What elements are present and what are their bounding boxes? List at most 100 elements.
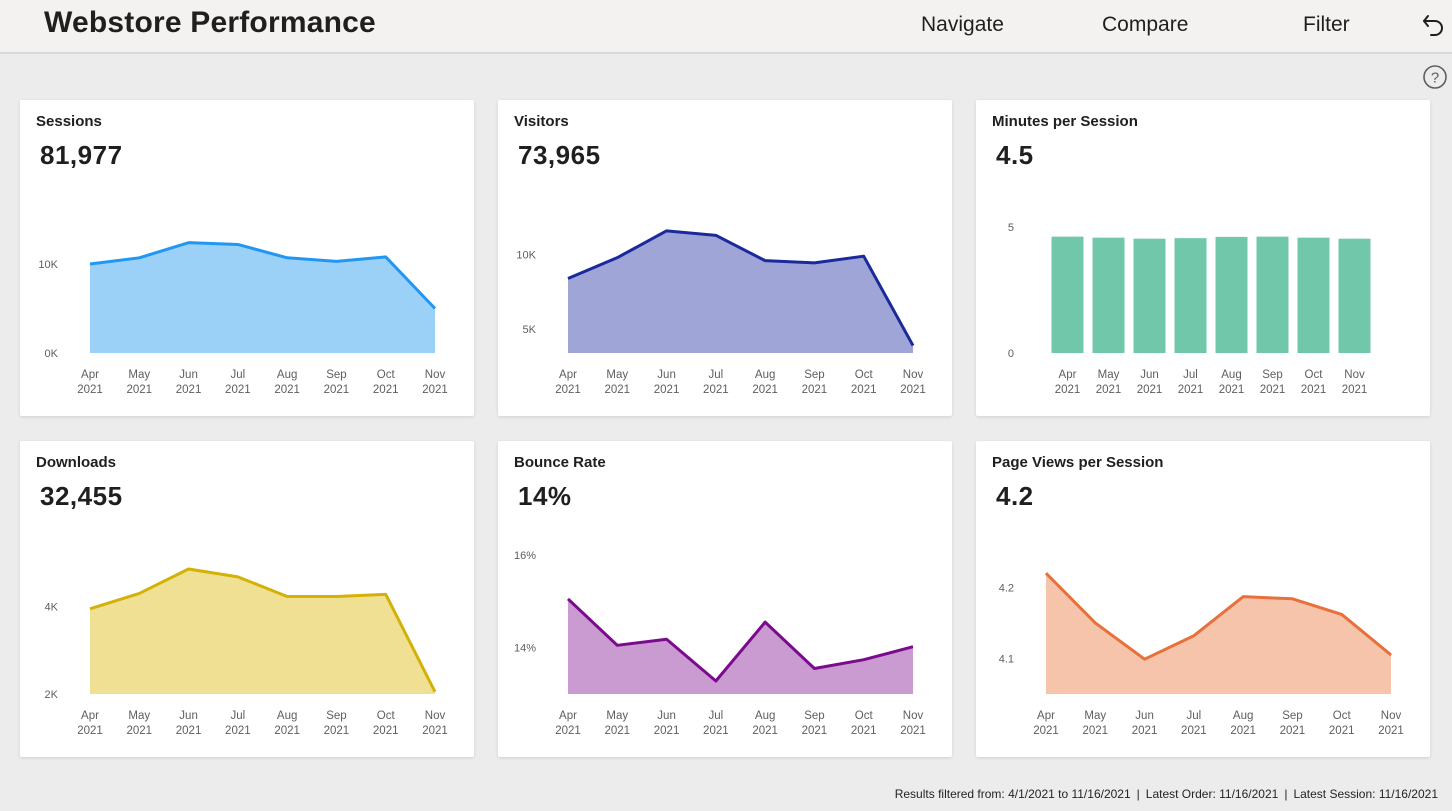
y-tick-label: 10K (38, 259, 58, 271)
x-tick-label: Jun 2021 (1132, 710, 1158, 737)
latest-order-text: Latest Order: 11/16/2021 (1145, 787, 1279, 801)
area-fill (568, 598, 913, 694)
x-tick-label: Jul 2021 (225, 710, 251, 737)
x-tick-label: Sep 2021 (324, 710, 350, 737)
x-tick-label: Jul 2021 (703, 710, 729, 737)
bar (1174, 238, 1207, 353)
y-tick-label: 14% (514, 643, 536, 655)
separator: | (1284, 787, 1288, 801)
navigate-button[interactable]: Navigate (921, 13, 1004, 36)
x-tick-label: Jul 2021 (1181, 710, 1207, 737)
help-icon[interactable]: ? (1422, 64, 1448, 90)
card-value: 14% (518, 481, 572, 511)
x-tick-label: Aug 2021 (1230, 710, 1256, 737)
bar (1051, 236, 1084, 353)
x-tick-label: Sep 2021 (1260, 369, 1286, 396)
separator: | (1136, 787, 1140, 801)
x-tick-label: Apr 2021 (1033, 710, 1059, 737)
visitors-chart: 5K 10K Apr 2021 May 2021 Jun 2021 Jul 2021 Aug 2021… (516, 229, 926, 396)
x-tick-label: Nov 2021 (1378, 710, 1404, 737)
filter-range-text: Results filtered from: 4/1/2021 to 11/16… (894, 787, 1131, 801)
bar (1338, 238, 1371, 353)
bar (1297, 237, 1330, 353)
latest-session-text: Latest Session: 11/16/2021 (1293, 787, 1438, 801)
x-tick-label: Jun 2021 (654, 710, 680, 737)
y-tick-label: 4K (45, 602, 59, 614)
area-fill (90, 242, 435, 353)
x-tick-label: May 2021 (126, 710, 152, 737)
x-tick-label: Apr 2021 (1055, 369, 1081, 396)
x-tick-label: Oct 2021 (851, 710, 877, 737)
bar (1215, 236, 1248, 353)
series-line (1044, 572, 1392, 661)
card-value: 4.5 (996, 140, 1034, 170)
status-footer: Results filtered from: 4/1/2021 to 11/16… (895, 787, 1438, 801)
x-tick-label: Aug 2021 (1219, 369, 1245, 396)
card-title: Page Views per Session (992, 454, 1164, 471)
series-line (566, 597, 914, 683)
minutes-per-session-card[interactable]: Minutes per Session 4.5 0 5 Apr 2021 May 2021… (976, 100, 1430, 416)
x-tick-label: Nov 2021 (1342, 369, 1368, 396)
filter-button[interactable]: Filter (1303, 13, 1350, 36)
x-tick-label: May 2021 (1082, 710, 1108, 737)
x-tick-label: Oct 2021 (373, 369, 399, 396)
card-value: 73,965 (518, 140, 601, 170)
page-title: Webstore Performance (44, 6, 376, 39)
x-tick-label: Jun 2021 (176, 369, 202, 396)
bounce-rate-card[interactable]: Bounce Rate 14% 14% 16% Apr 2021 May 2021 Jun 2… (498, 441, 952, 757)
y-tick-label: 10K (516, 250, 536, 262)
x-tick-label: Oct 2021 (1329, 710, 1355, 737)
area-fill (90, 568, 435, 694)
y-tick-label: 16% (514, 550, 536, 562)
series-line (567, 229, 915, 347)
card-value: 4.2 (996, 481, 1034, 511)
x-tick-label: May 2021 (1096, 369, 1122, 396)
y-tick-label: 4.1 (999, 653, 1014, 665)
bounce-rate-chart: 14% 16% Apr 2021 May 2021 Jun 2021 Jul 2021 Aug 202… (514, 550, 926, 737)
x-tick-label: Jul 2021 (225, 369, 251, 396)
x-tick-label: Sep 2021 (802, 369, 828, 396)
bar (1133, 238, 1166, 353)
x-tick-label: Sep 2021 (802, 710, 828, 737)
page-views-per-session-chart: 4.1 4.2 Apr 2021 May 2021 Jun 2021 Jul 2021 Aug 202… (999, 572, 1404, 737)
x-tick-label: Apr 2021 (555, 710, 581, 737)
y-tick-label: 4.2 (999, 582, 1014, 594)
x-tick-label: Aug 2021 (752, 369, 778, 396)
area-fill (1046, 573, 1391, 694)
downloads-chart: 2K 4K Apr 2021 May 2021 Jun 2021 Jul 2021 Aug 2021 S… (45, 567, 448, 737)
x-tick-label: Jun 2021 (176, 710, 202, 737)
series-line (89, 241, 437, 310)
x-tick-label: Aug 2021 (274, 710, 300, 737)
x-tick-label: Jun 2021 (654, 369, 680, 396)
x-tick-label: Apr 2021 (77, 710, 103, 737)
x-tick-label: Nov 2021 (900, 710, 926, 737)
card-title: Sessions (36, 113, 102, 130)
y-tick-label: 0 (1008, 348, 1014, 360)
x-tick-label: Aug 2021 (274, 369, 300, 396)
compare-button[interactable]: Compare (1102, 13, 1189, 36)
bar (1256, 236, 1289, 353)
x-tick-label: Jul 2021 (1178, 369, 1204, 396)
minutes-per-session-chart: 0 5 Apr 2021 May 2021 Jun 2021 Jul 2021 Aug 2021 Sep… (1008, 222, 1371, 396)
x-tick-label: May 2021 (604, 710, 630, 737)
visitors-card[interactable]: Visitors 73,965 5K 10K Apr 2021 May 2021 Jun 20… (498, 100, 952, 416)
card-title: Visitors (514, 113, 569, 130)
card-value: 32,455 (40, 481, 123, 511)
x-tick-label: Oct 2021 (1301, 369, 1327, 396)
sessions-card[interactable]: Sessions 81,977 0K 10K Apr 2021 May 2021 Jun 20… (20, 100, 474, 416)
card-value: 81,977 (40, 140, 123, 170)
x-tick-label: May 2021 (604, 369, 630, 396)
x-tick-label: Nov 2021 (422, 369, 448, 396)
x-tick-label: Aug 2021 (752, 710, 778, 737)
x-tick-label: Apr 2021 (555, 369, 581, 396)
svg-text:?: ? (1431, 70, 1439, 87)
x-tick-label: Apr 2021 (77, 369, 103, 396)
x-tick-label: Jun 2021 (1137, 369, 1163, 396)
page-views-per-session-card[interactable]: Page Views per Session 4.2 4.1 4.2 Apr 2021… (976, 441, 1430, 757)
back-arrow-icon[interactable] (1421, 12, 1447, 38)
x-tick-label: Sep 2021 (1280, 710, 1306, 737)
y-tick-label: 5K (523, 324, 537, 336)
bar (1092, 237, 1125, 353)
x-tick-label: Jul 2021 (703, 369, 729, 396)
downloads-card[interactable]: Downloads 32,455 2K 4K Apr 2021 May 2021 Jun 20… (20, 441, 474, 757)
